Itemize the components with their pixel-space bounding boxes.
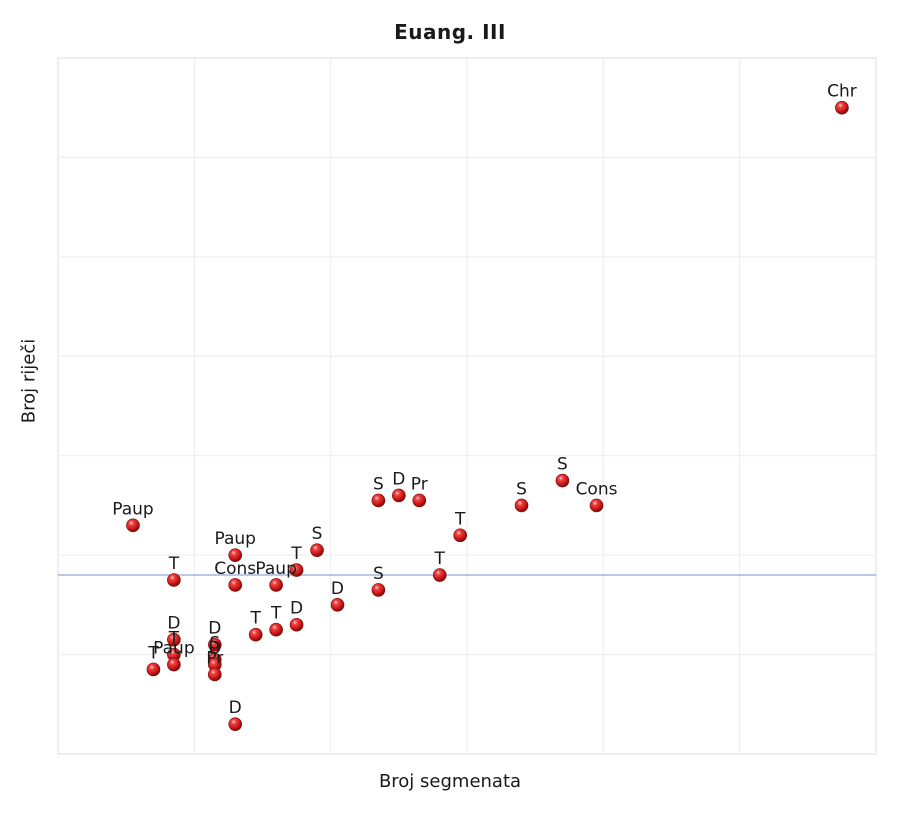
point-label: Pr — [411, 474, 428, 494]
chart-title: Euang. III — [394, 20, 506, 44]
data-point — [167, 657, 181, 672]
data-point — [330, 598, 345, 612]
point-label: Paup — [214, 529, 255, 549]
point-label: S — [516, 479, 527, 499]
point-label: D — [290, 599, 303, 619]
point-label: S — [312, 524, 323, 544]
grid-lines — [58, 58, 876, 754]
point-label: S — [209, 634, 220, 654]
data-point — [248, 627, 263, 642]
point-label: D — [167, 614, 180, 634]
data-point — [269, 578, 283, 592]
data-point — [207, 637, 222, 652]
point-label: T — [454, 509, 466, 529]
data-point — [412, 493, 427, 508]
data-point — [835, 100, 849, 115]
point-label: Chr — [827, 82, 857, 102]
data-point — [453, 528, 467, 543]
point-label: D — [392, 469, 405, 489]
point-label: T — [147, 643, 159, 663]
data-point — [589, 498, 604, 513]
data-point — [371, 583, 386, 597]
point-label: Cons — [214, 559, 256, 579]
point-label: D — [208, 639, 221, 659]
point-label: S — [373, 474, 384, 494]
point-label: Cons — [576, 479, 618, 499]
data-point — [167, 573, 181, 587]
point-label: Paup — [255, 559, 296, 579]
point-label: D — [229, 698, 242, 718]
point-label: T — [270, 604, 282, 624]
data-point — [228, 548, 243, 562]
point-label: S — [373, 564, 384, 584]
x-axis-label: Broj segmenata — [378, 771, 522, 792]
point-label: T — [290, 544, 302, 564]
data-point — [392, 488, 406, 503]
data-point — [228, 578, 243, 592]
data-point — [289, 617, 304, 632]
data-point — [310, 543, 324, 557]
point-label: Paup — [153, 639, 194, 659]
data-point — [269, 622, 283, 637]
point-label: T — [168, 554, 180, 574]
data-point — [432, 568, 447, 582]
point-label: D — [331, 579, 344, 599]
point-label: Pr — [206, 648, 223, 668]
point-label: T — [249, 609, 261, 629]
data-point — [514, 498, 529, 513]
data-point — [126, 518, 140, 533]
data-point — [289, 563, 304, 577]
data-points — [126, 100, 849, 731]
data-point — [167, 632, 181, 647]
data-point — [371, 493, 386, 508]
point-label: T — [434, 549, 446, 569]
point-label: Paup — [112, 499, 153, 519]
y-axis-label: Broj riječi — [18, 338, 40, 424]
data-point — [146, 662, 161, 677]
data-point — [228, 717, 243, 731]
point-label: D — [208, 619, 221, 639]
point-label: T — [168, 629, 180, 649]
point-label: S — [557, 455, 568, 475]
data-point — [207, 667, 222, 682]
data-point — [555, 473, 570, 488]
